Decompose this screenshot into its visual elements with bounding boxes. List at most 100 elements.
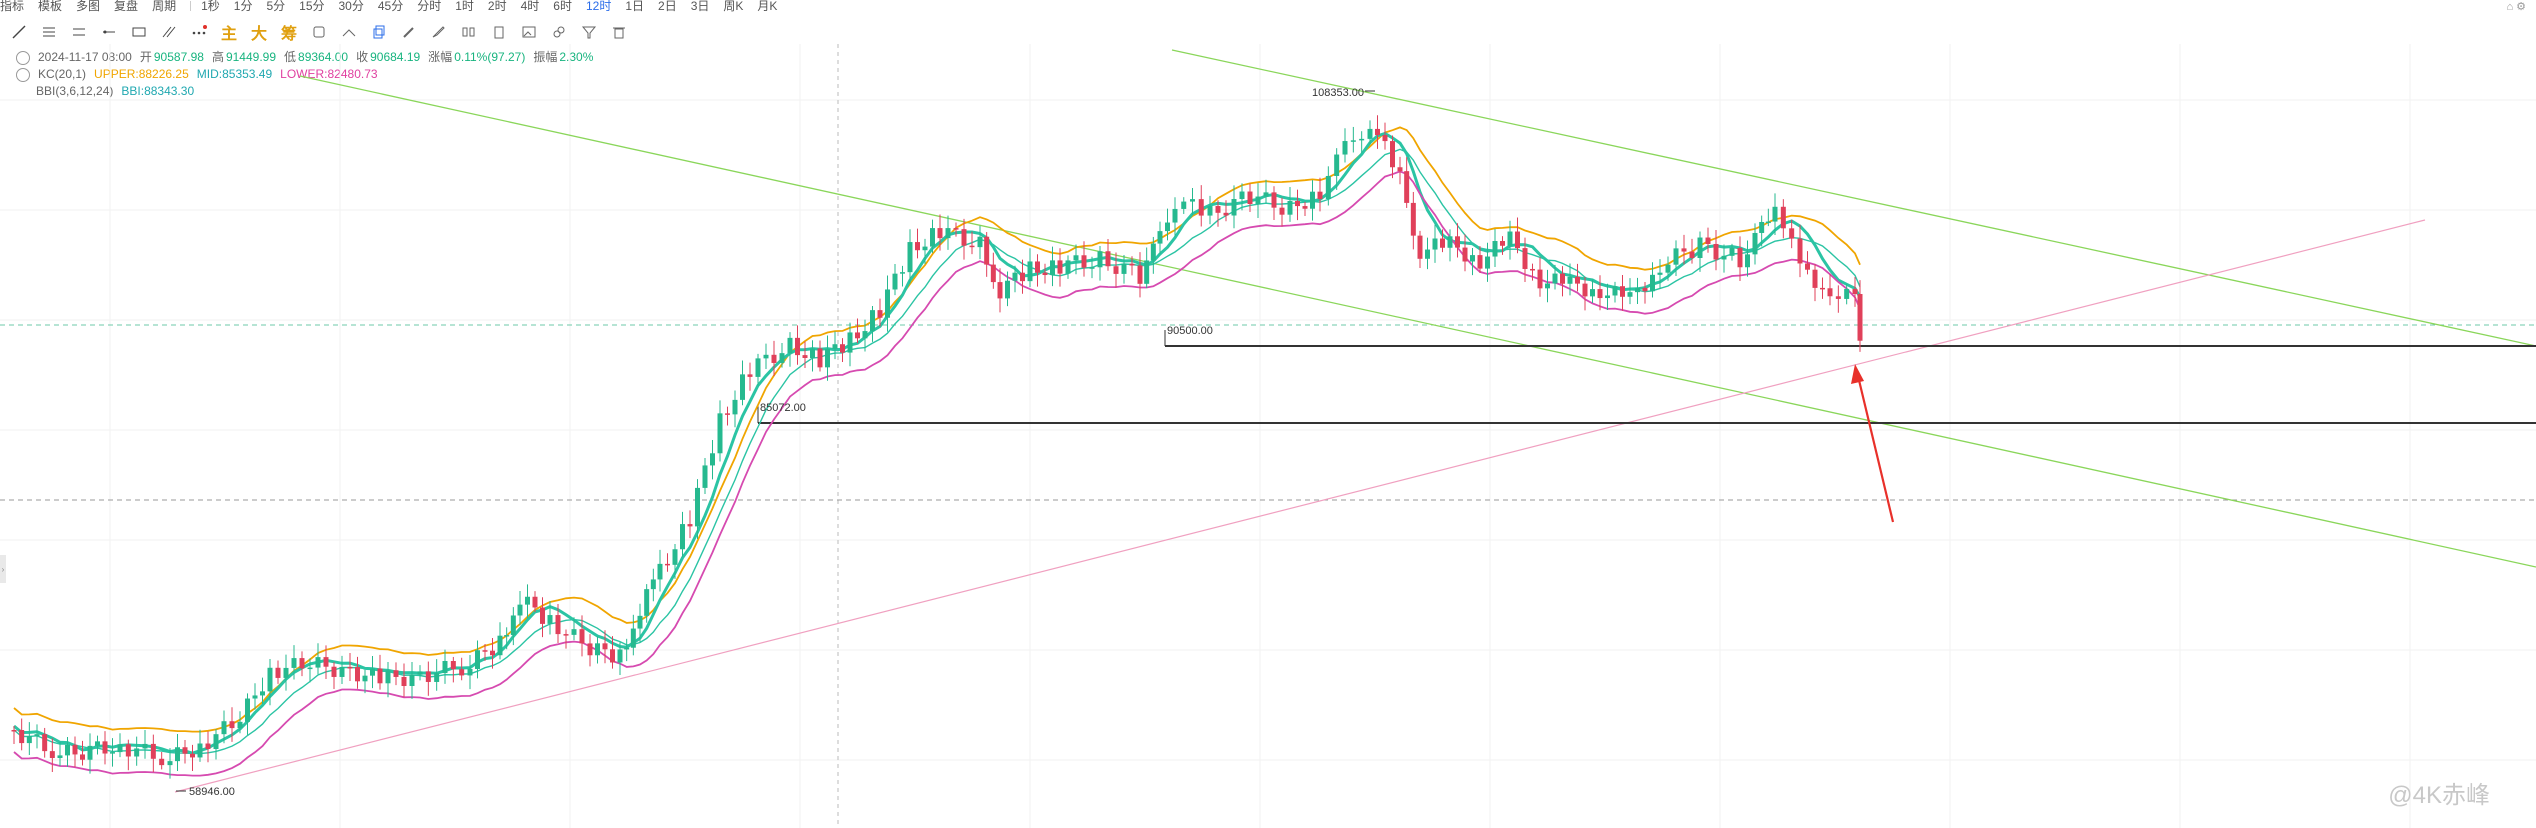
candle-body [401, 676, 407, 686]
candle-body [1215, 206, 1221, 213]
topbar-item-1[interactable]: 模板 [38, 0, 63, 12]
candle-body [1367, 128, 1373, 139]
candle-body [997, 282, 1003, 299]
pink-trend-line [174, 219, 2426, 793]
candle-body [937, 228, 943, 239]
price-label-high: 108353.00 [1312, 87, 1364, 99]
candle-body [1827, 288, 1833, 297]
candle-body [102, 741, 108, 754]
candle-body [624, 647, 630, 650]
magnet-icon[interactable] [308, 21, 330, 43]
trash-icon[interactable] [608, 21, 630, 43]
timeframe-0[interactable]: 1秒 [201, 0, 220, 12]
topbar-item-4[interactable]: 周期 [152, 0, 177, 12]
timeframe-16[interactable]: 月K [757, 0, 778, 12]
ohlc-row: 2024-11-17 08:00 开 90587.98 高 91449.99 低… [16, 49, 601, 66]
top-right-controls[interactable]: ⌂ ⚙ [2506, 1, 2526, 13]
timeframe-5[interactable]: 45分 [377, 0, 404, 12]
timeframe-4[interactable]: 30分 [338, 0, 364, 12]
candle-body [49, 751, 55, 759]
candle-body [252, 695, 258, 699]
timeframe-8[interactable]: 2时 [487, 0, 507, 12]
candle-body [532, 596, 538, 608]
timeframe-1[interactable]: 1分 [233, 0, 253, 12]
timeframe-11[interactable]: 12时 [585, 0, 612, 12]
timeframe-3[interactable]: 15分 [299, 0, 325, 12]
fib-tool-icon[interactable] [158, 21, 180, 43]
timeframe-12[interactable]: 1日 [625, 0, 645, 12]
candle-body [540, 607, 545, 624]
measure-icon[interactable] [338, 21, 360, 43]
candle-body [229, 721, 235, 729]
link-icon[interactable] [548, 21, 570, 43]
copy-icon[interactable] [368, 21, 390, 43]
candle-body [771, 354, 777, 363]
candle-body [1223, 212, 1229, 216]
eye-icon[interactable] [16, 67, 30, 82]
candle-body [1027, 261, 1033, 282]
image-icon[interactable] [518, 21, 540, 43]
timeframe-10[interactable]: 6时 [553, 0, 572, 12]
parallel-lines-tool-icon[interactable] [68, 21, 90, 43]
candle-body [19, 730, 25, 744]
topbar-item-3[interactable]: 复盘 [114, 0, 139, 12]
topbar-item-2[interactable]: 多图 [76, 0, 101, 12]
trend-line-tool-icon[interactable] [8, 21, 30, 43]
timeframe-15[interactable]: 周K [723, 0, 744, 12]
candle-body [331, 666, 337, 677]
rectangle-tool-icon[interactable] [128, 21, 150, 43]
filter-icon[interactable] [578, 21, 600, 43]
candle-body [1042, 272, 1048, 276]
candle-body [840, 344, 845, 353]
side-collapse-tab[interactable]: › [0, 555, 6, 583]
candle-body [1552, 273, 1558, 284]
candle-body [1650, 274, 1655, 292]
kc-lower-line [13, 170, 1861, 777]
candle-body [87, 745, 93, 760]
timeframe-13[interactable]: 2日 [658, 0, 677, 12]
candle-body [355, 667, 360, 682]
more-tools-icon[interactable] [188, 21, 210, 43]
candle-body [961, 229, 967, 246]
candle-body [877, 310, 883, 318]
close-value: 90684.19 [370, 50, 421, 64]
ray-tool-icon[interactable] [98, 21, 120, 43]
bars-icon[interactable] [458, 21, 480, 43]
candle-body [1065, 260, 1071, 274]
candle-body [1144, 260, 1150, 284]
timeframe-2[interactable]: 5分 [266, 0, 286, 12]
indicator-info-panel: 2024-11-17 08:00 开 90587.98 高 91449.99 低… [16, 49, 601, 100]
big-order-tool[interactable]: 大 [250, 26, 267, 43]
candle-body [1500, 241, 1505, 246]
brush-icon[interactable] [398, 21, 420, 43]
eye-icon[interactable] [16, 50, 30, 65]
kc-mid: MID:85353.49 [196, 67, 273, 81]
main-indicator-tool[interactable]: 主 [220, 26, 237, 43]
candle-body [1129, 263, 1135, 266]
candle-body [900, 272, 905, 274]
price-chart[interactable]: 108353.00 90500.00 85072.00 58946.00 [0, 44, 2536, 828]
timeframe-9[interactable]: 4时 [520, 0, 540, 12]
clipboard-icon[interactable] [488, 21, 510, 43]
timeframe-7[interactable]: 1时 [455, 0, 474, 12]
candle-body [680, 524, 685, 550]
pen-icon[interactable] [428, 21, 450, 43]
candle-body [1492, 241, 1498, 257]
timeframe-14[interactable]: 3日 [690, 0, 710, 12]
candle-body [1620, 286, 1625, 297]
candle-body [1073, 255, 1079, 261]
candle-body [1172, 208, 1178, 223]
candle-body [362, 675, 368, 682]
chips-tool[interactable]: 筹 [280, 26, 297, 43]
candle-body [409, 674, 415, 686]
candle-body [595, 643, 600, 656]
candle-body [717, 413, 723, 454]
horizontal-lines-tool-icon[interactable] [38, 21, 60, 43]
indicator-bands [13, 126, 1862, 777]
candle-body [190, 753, 195, 758]
topbar-item-0[interactable]: 指标 [0, 0, 25, 12]
candle-body [1432, 238, 1438, 250]
candle-body [1575, 276, 1580, 284]
timeframe-6[interactable]: 分时 [417, 0, 442, 12]
candle-body [1342, 141, 1348, 155]
